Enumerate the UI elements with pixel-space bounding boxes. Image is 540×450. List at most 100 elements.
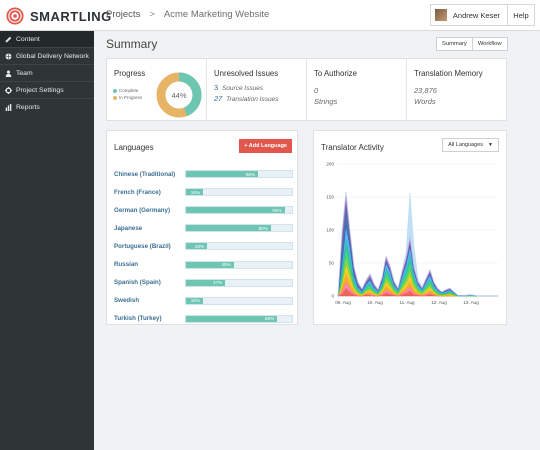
source-issues-line[interactable]: 3 Source Issues (214, 83, 306, 92)
languages-title: Languages (114, 143, 154, 152)
user-menu[interactable]: Andrew Keser (429, 4, 508, 26)
language-name[interactable]: French (France) (114, 188, 161, 196)
donut-complete-arc (156, 72, 202, 118)
translation-memory-stat[interactable]: Translation Memory 23,876 Words (406, 59, 506, 120)
sidebar-divider (0, 47, 94, 48)
sidebar-item-label: Team (16, 69, 33, 77)
language-progress-fill: 16% (186, 297, 203, 304)
sidebar-item-team[interactable]: Team (0, 65, 94, 81)
language-name[interactable]: Turkish (Turkey) (114, 315, 162, 323)
language-progress-label: 16% (190, 189, 200, 195)
to-authorize-count: 0 (314, 86, 319, 95)
brand-name: SMARTLING (30, 8, 112, 24)
to-authorize-title: To Authorize (314, 69, 357, 78)
progress-legend: Complete In Progress (113, 88, 142, 102)
tab-workflow[interactable]: Workflow (472, 37, 508, 51)
add-language-button[interactable]: + Add Language (239, 139, 292, 153)
legend-label: Complete (119, 88, 139, 93)
brand-logo[interactable]: SMARTLING (6, 6, 112, 26)
user-name: Andrew Keser (452, 10, 500, 20)
language-row[interactable]: French (France) 16% (114, 183, 294, 201)
sidebar-item-reports[interactable]: Reports (0, 99, 94, 115)
sidebar-divider (0, 64, 94, 65)
x-tick-label: 09. Aug (335, 300, 351, 305)
language-progress-fill: 16% (186, 189, 203, 196)
legend-item-in-progress: In Progress (113, 95, 142, 100)
source-issues-label: Source Issues (221, 85, 264, 92)
activity-series-area[interactable] (337, 238, 498, 297)
language-row[interactable]: German (Germany) 93% (114, 201, 294, 219)
language-row[interactable]: Russian 45% (114, 255, 294, 273)
language-progress-label: 68% (245, 171, 256, 177)
activity-series-area[interactable] (337, 225, 498, 297)
bar-chart-icon (5, 103, 12, 111)
progress-title: Progress (114, 69, 146, 78)
sidebar-item-global-delivery-network[interactable]: Global Delivery Network (0, 48, 94, 64)
sidebar-item-label: Project Settings (16, 86, 64, 94)
language-filter-label: All Languages (448, 142, 484, 148)
language-progress-label: 93% (272, 207, 282, 213)
to-authorize-stat[interactable]: To Authorize 0 Strings (306, 59, 406, 120)
language-name[interactable]: Spanish (Spain) (114, 279, 161, 287)
avatar (434, 9, 447, 21)
progress-stat: Progress Complete In Progress 44% (107, 59, 206, 120)
x-tick-label: 13. Aug (463, 300, 479, 305)
language-row[interactable]: Chinese (Traditional) 68% (114, 165, 294, 183)
translator-activity-title: Translator Activity (321, 143, 384, 152)
language-name[interactable]: Swedish (114, 297, 140, 305)
language-row[interactable]: Portuguese (Brazil) 20% (114, 237, 294, 255)
language-filter-dropdown[interactable]: All Languages ▼ (442, 138, 499, 152)
language-progress-label: 80% (258, 225, 268, 231)
user-icon (5, 70, 12, 77)
view-toggle: Summary Workflow (436, 37, 508, 51)
legend-item-complete: Complete (113, 88, 142, 93)
language-name[interactable]: Japanese (114, 224, 143, 232)
activity-series-area[interactable] (337, 191, 498, 297)
language-list: Chinese (Traditional) 68% French (France) 1… (114, 165, 294, 328)
summary-stats-card: Progress Complete In Progress 44% Unreso… (106, 58, 507, 121)
sidebar-item-project-settings[interactable]: Project Settings (0, 82, 94, 98)
language-row[interactable]: Swedish 16% (114, 292, 294, 310)
breadcrumb-projects[interactable]: Projects (106, 9, 141, 20)
y-tick-label: 100 (326, 228, 334, 233)
sidebar-item-content[interactable]: Content (0, 31, 94, 47)
x-tick-label: 10. Aug (367, 300, 383, 305)
language-progress-label: 16% (190, 298, 200, 304)
language-progress-fill: 45% (186, 261, 234, 268)
language-row[interactable]: Spanish (Spain) 37% (114, 274, 294, 292)
language-name[interactable]: German (Germany) (114, 206, 171, 214)
to-authorize-unit: Strings (314, 97, 338, 106)
unresolved-issues-stat[interactable]: Unresolved Issues 3 Source Issues 27 Tra… (206, 59, 306, 120)
language-progress-label: 86% (264, 316, 275, 322)
language-progress-fill: 80% (186, 225, 271, 232)
breadcrumb-separator: > (149, 9, 155, 20)
top-bar: SMARTLING Projects > Acme Marketing Webs… (0, 0, 540, 31)
tab-summary[interactable]: Summary (436, 37, 473, 51)
language-row[interactable]: Turkish (Turkey) 86% (114, 310, 294, 328)
language-name[interactable]: Chinese (Traditional) (114, 170, 176, 178)
smartling-logo-icon (6, 7, 24, 25)
language-name[interactable]: Portuguese (Brazil) (114, 242, 171, 250)
y-tick-label: 0 (331, 294, 334, 299)
page-title: Summary (106, 37, 158, 51)
language-progress-bar: 16% (185, 188, 293, 197)
legend-label: In Progress (119, 95, 143, 100)
translator-activity-chart: 0 50 100 150 200 09. Aug 10. Aug 11. Aug 12. Aug… (326, 162, 498, 305)
language-name[interactable]: Russian (114, 261, 139, 269)
breadcrumb-current-project[interactable]: Acme Marketing Website (163, 9, 270, 20)
language-progress-fill: 68% (186, 171, 259, 178)
language-progress-fill: 93% (186, 207, 285, 214)
sidebar-item-label: Reports (16, 103, 40, 111)
x-tick-label: 12. Aug (431, 300, 447, 305)
sidebar-item-label: Global Delivery Network (16, 52, 89, 60)
languages-card: Languages + Add Language Chinese (Tradit… (106, 130, 298, 325)
language-progress-label: 37% (213, 280, 223, 286)
language-progress-bar: 86% (185, 314, 293, 323)
language-progress-bar: 45% (185, 260, 293, 269)
language-row[interactable]: Japanese 80% (114, 219, 294, 237)
language-progress-bar: 68% (185, 170, 293, 179)
translation-issues-line[interactable]: 27 Translation Issues (214, 94, 306, 103)
help-button[interactable]: Help (507, 4, 535, 26)
language-progress-label: 20% (194, 243, 205, 249)
translator-activity-card: Translator Activity All Languages ▼ 0 50 1… (313, 130, 507, 325)
